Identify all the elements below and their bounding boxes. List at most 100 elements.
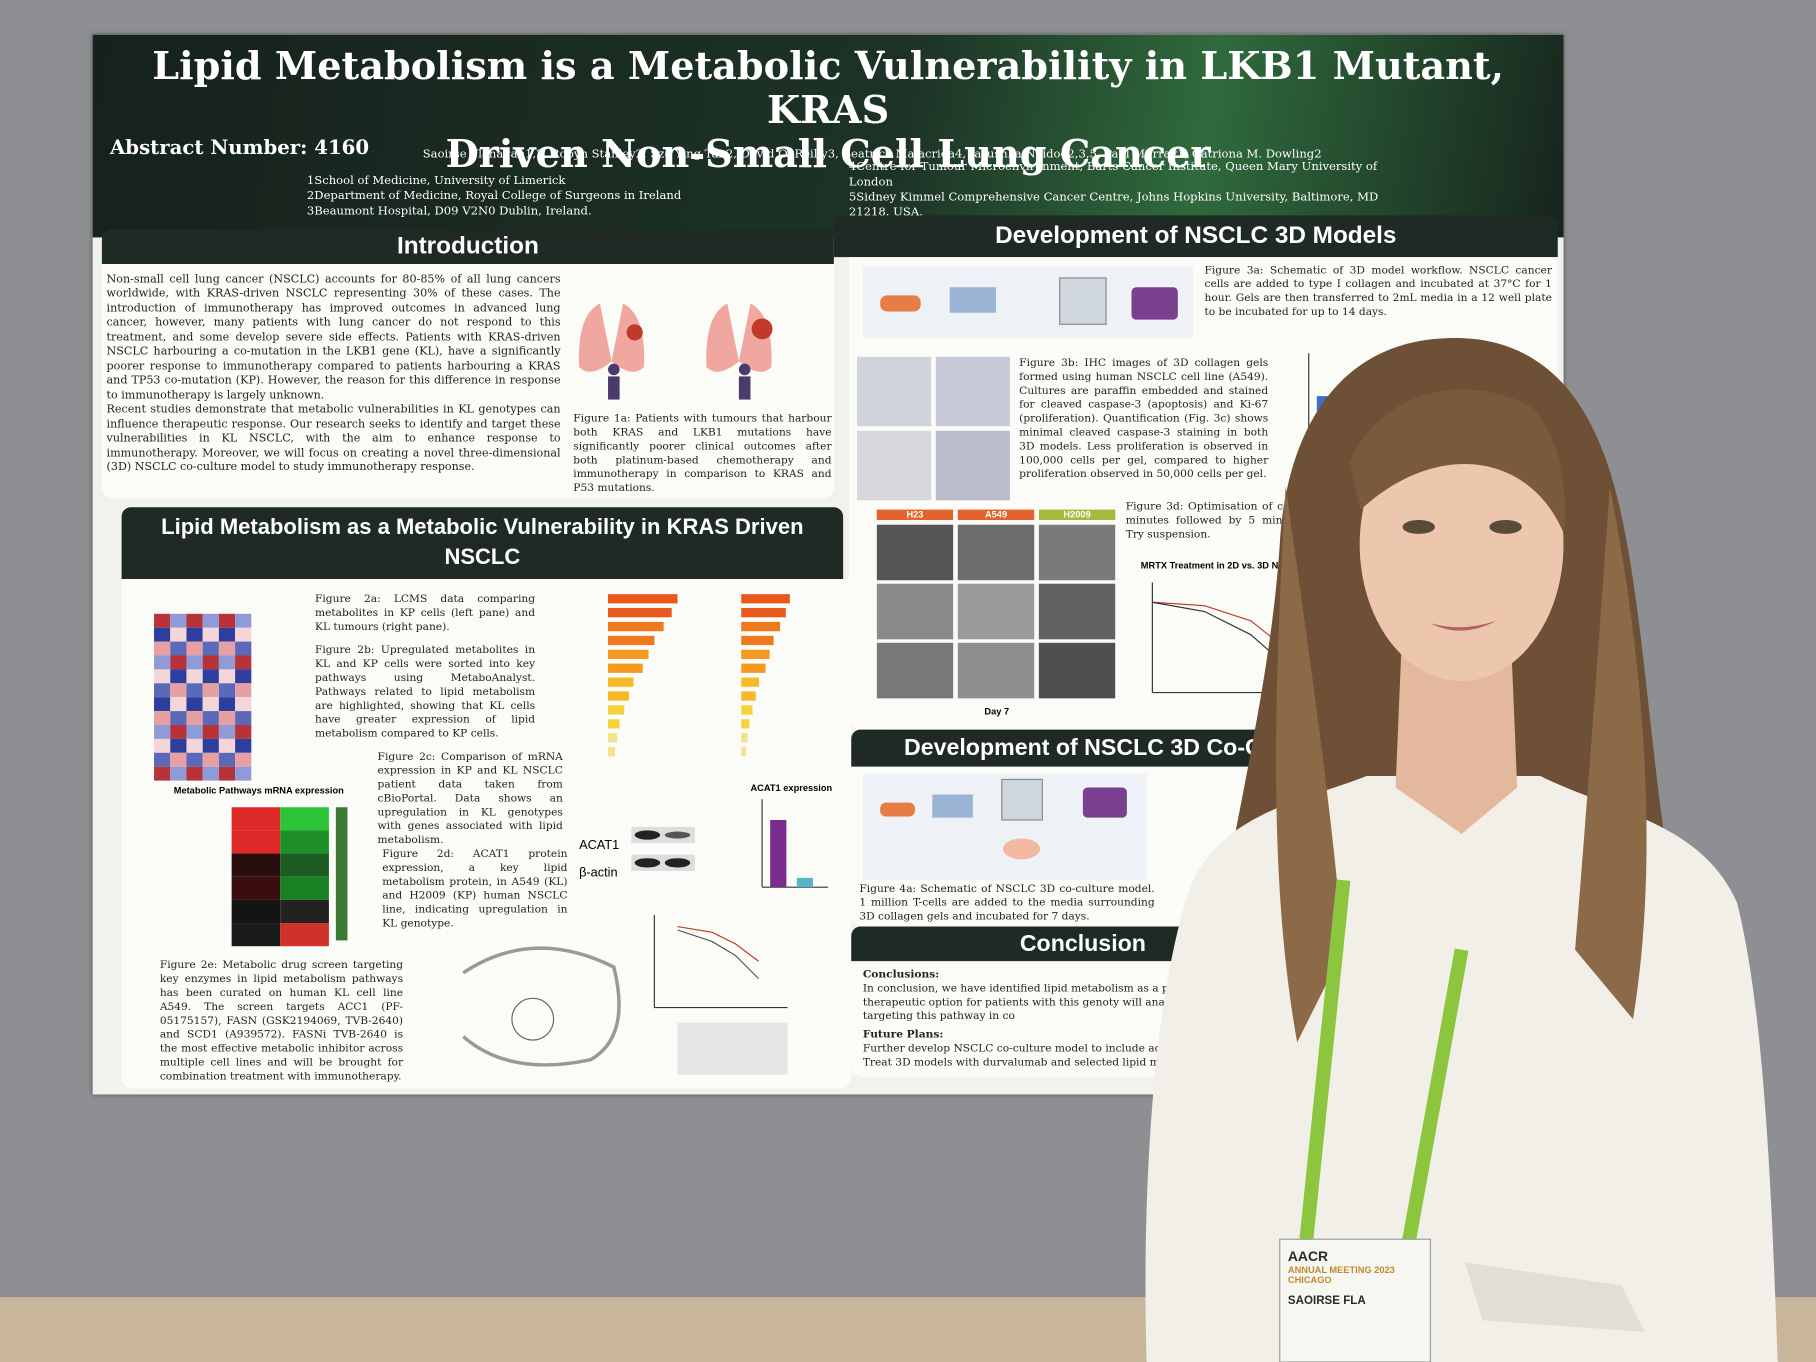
bar-shape: [608, 608, 672, 618]
heat-cell: [235, 669, 252, 684]
micrograph: [876, 642, 954, 699]
hair-front: [1349, 389, 1565, 533]
bar-shape: [796, 877, 814, 888]
lungs: [578, 303, 645, 372]
incubator: [1001, 778, 1043, 821]
micrograph: [957, 642, 1035, 699]
bar-shape: [608, 719, 620, 729]
micrograph: [857, 430, 932, 501]
heat-cell: [235, 627, 252, 642]
plate: [949, 287, 997, 313]
heat-cell: [186, 655, 203, 670]
heat-cell: [218, 627, 236, 642]
section-heading: Development of NSCLC 3D Models: [833, 215, 1558, 258]
caption: Figure 2e: Metabolic drug screen targeti…: [159, 958, 404, 1083]
heat-cell: [186, 683, 203, 698]
axis-label: Day 7: [984, 706, 1010, 717]
micrograph: [1038, 583, 1116, 640]
figure-2c-heatmap: [231, 807, 348, 947]
heat-cell: [154, 766, 171, 781]
paragraph: Non-small cell lung cancer (NSCLC) accou…: [106, 273, 561, 402]
heat-cell: [186, 641, 203, 656]
heat-cell: [170, 697, 187, 712]
heat-cell: [280, 807, 329, 831]
western-blot: [631, 826, 695, 871]
bar-shape: [741, 594, 790, 604]
heat-cell: [170, 683, 187, 698]
heat-cell: [170, 613, 187, 628]
micrograph: [857, 356, 932, 427]
figure-4a: [862, 773, 1147, 881]
caption: Figure 2c: Comparison of mRNA expression…: [377, 750, 563, 847]
blot-labels: ACAT1 β-actin: [579, 832, 619, 888]
heat-cell: [218, 655, 236, 670]
bar-shape: [741, 663, 766, 673]
heat-cell: [186, 738, 203, 753]
heat-cell: [235, 738, 252, 753]
heat-cell: [186, 725, 203, 739]
label: Future Plans:: [862, 1028, 944, 1041]
heat-cell: [280, 853, 329, 877]
heat-cell: [218, 711, 236, 726]
flask: [880, 802, 915, 817]
blot-label: β-actin: [579, 866, 618, 881]
person-icon: [738, 363, 751, 376]
colorbar: [335, 807, 348, 941]
heat-cell: [231, 876, 281, 900]
micrograph: [957, 583, 1035, 640]
abstract-number: Abstract Number: 4160: [110, 136, 370, 160]
band: [634, 830, 661, 840]
heat-cell: [154, 641, 171, 656]
well-plate: [1131, 287, 1178, 320]
bar-shape: [741, 705, 753, 715]
bullet: Further develop NSCLC co-culture model t…: [862, 1042, 1175, 1055]
heat-cell: [218, 766, 236, 781]
caption: Figure 3a: Schematic of 3D model workflo…: [1204, 264, 1552, 319]
heat-cell: [280, 876, 329, 900]
heat-cell: [202, 613, 219, 628]
heat-cell: [202, 738, 219, 753]
tumour: [626, 324, 643, 341]
caption: Figure 2b: Upregulated metabolites in KL…: [315, 643, 536, 740]
tumour: [751, 318, 773, 340]
cell-line: A549: [957, 509, 1035, 521]
figure-3a: [862, 266, 1193, 339]
heat-cell: [154, 613, 171, 628]
heat-cell: [186, 697, 203, 712]
heat-cell: [154, 697, 171, 712]
affiliation: 1School of Medicine, University of Limer…: [306, 174, 566, 188]
bar-shape: [741, 635, 774, 646]
curve: [677, 925, 759, 962]
title-line: Driven Non-Small Cell Lung Cancer: [445, 130, 1211, 177]
heat-cell: [218, 669, 236, 684]
heat-cell: [202, 669, 219, 684]
affiliation: 4Centre for Tumour Microenvironment, Bar…: [848, 160, 1378, 189]
heat-cell: [235, 766, 252, 781]
bar-shape: [608, 663, 643, 673]
heat-cell: [154, 683, 171, 698]
blouse: [1145, 775, 1778, 1362]
bar-shape: [741, 677, 760, 687]
dish: [1002, 838, 1041, 860]
heat-cell: [235, 697, 252, 712]
figure-1a: [578, 303, 773, 400]
heat-cell: [202, 683, 219, 698]
person-icon: [608, 363, 620, 376]
plate: [932, 794, 973, 818]
bar-shape: [741, 747, 747, 757]
heat-cell: [231, 899, 281, 924]
label: Conclusions:: [862, 968, 940, 981]
heat-cell: [202, 711, 219, 726]
affiliations-left: 1School of Medicine, University of Limer…: [307, 174, 681, 219]
bar-shape: [741, 691, 756, 701]
title-line: Lipid Metabolism is a Metabolic Vulnerab…: [152, 42, 1504, 133]
heat-cell: [280, 923, 329, 947]
heat-cell: [218, 738, 236, 753]
heat-cell: [170, 711, 187, 726]
authors: Saoirse Flanagan1,2, Robyn Stanley2, Sze…: [422, 148, 1322, 161]
heat-cell: [154, 669, 171, 684]
heat-cell: [170, 655, 187, 670]
cycle: [511, 997, 555, 1041]
